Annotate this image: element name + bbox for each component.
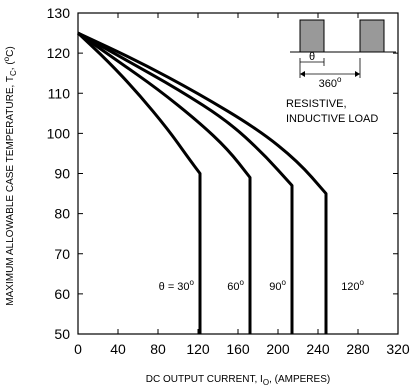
y-tick-label: 120	[47, 45, 71, 61]
y-tick-label: 100	[47, 125, 71, 141]
period-label: 360o	[319, 75, 342, 90]
x-tick-label: 200	[266, 341, 290, 357]
y-tick-label: 90	[54, 166, 70, 182]
y-tick-label: 70	[54, 246, 70, 262]
series-label-1: θ = 30o	[159, 278, 195, 293]
x-tick-label: 240	[306, 341, 330, 357]
y-tick-label: 110	[48, 85, 71, 101]
x-tick-label: 0	[74, 341, 82, 357]
series-line-2	[77, 31, 252, 334]
series-line-3	[77, 31, 294, 334]
series-label-2: 60o	[227, 278, 244, 293]
pulse-1	[299, 19, 325, 53]
series-lines	[76, 31, 328, 334]
y-tick-label: 60	[54, 286, 70, 302]
x-tick-label: 120	[186, 341, 210, 357]
period-arrow-right	[355, 71, 360, 77]
x-tick-label: 80	[150, 341, 166, 357]
y-tick-label: 130	[47, 5, 71, 21]
theta-label: θ	[309, 51, 315, 63]
series-labels: θ = 30o 60o 90o 120o	[159, 278, 365, 293]
series-line-1	[76, 31, 202, 334]
x-axis-label: DC OUTPUT CURRENT, IO, (AMPERES)	[146, 374, 330, 387]
load-label-line2: INDUCTIVE LOAD	[286, 113, 378, 125]
pulse-2	[359, 19, 385, 53]
waveform-inset: θ 360o RESISTIVE, INDUCTIVE LOAD	[286, 19, 396, 125]
y-axis-label: MAXIMUM ALLOWABLE CASE TEMPERATURE, TC, …	[2, 46, 18, 305]
y-tick-label: 80	[54, 206, 70, 222]
period-arrow-left	[300, 71, 305, 77]
x-tick-label: 280	[346, 341, 370, 357]
x-tick-label: 40	[110, 341, 126, 357]
load-label-line1: RESISTIVE,	[286, 98, 347, 110]
x-tick-label: 320	[386, 341, 410, 357]
series-label-4: 120o	[341, 278, 364, 293]
series-label-3: 90o	[269, 278, 286, 293]
y-tick-label: 50	[54, 326, 70, 342]
series-line-4	[77, 31, 328, 334]
x-tick-label: 160	[226, 341, 250, 357]
ticks: 0 40 80 120 160 200 240 280 320 50 60 70 80 90 100 110 1…	[47, 5, 410, 357]
